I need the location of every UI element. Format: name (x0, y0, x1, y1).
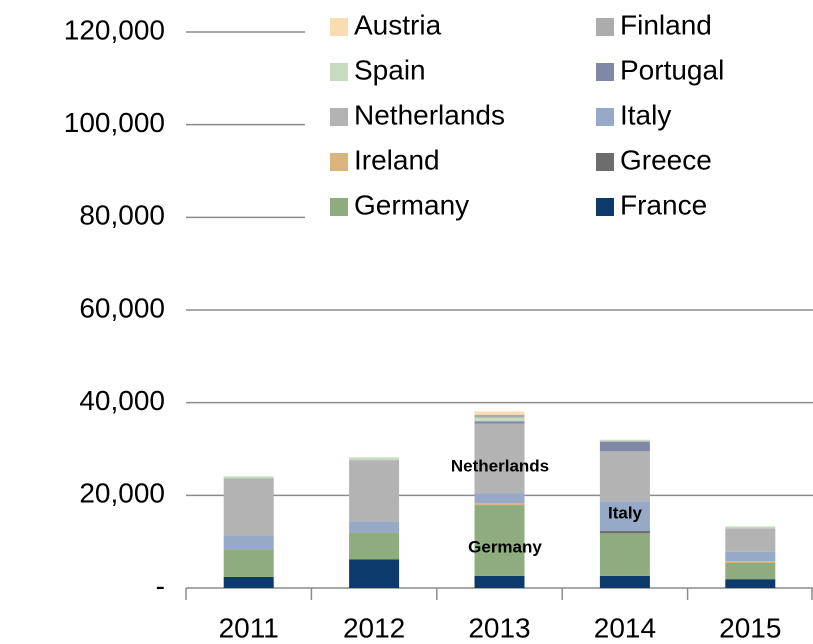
legend-label: Ireland (354, 144, 440, 175)
legend-swatch (330, 18, 348, 36)
bar-segment (725, 561, 776, 563)
bar-segment (474, 417, 525, 422)
legend-swatch (330, 198, 348, 216)
y-tick-label: 20,000 (79, 478, 165, 509)
y-tick-label: 80,000 (79, 200, 165, 231)
bar-segment (474, 411, 525, 415)
bar-segment (223, 550, 274, 577)
bar-segment (349, 532, 400, 560)
legend-label: France (620, 189, 707, 220)
bar-segment (223, 576, 274, 588)
legend-swatch (330, 63, 348, 81)
annotation: Italy (608, 503, 643, 522)
bar-segment (599, 501, 650, 532)
legend-swatch (596, 153, 614, 171)
bar-segment (223, 476, 274, 479)
x-tick-label: 2011 (219, 612, 279, 643)
bar-segment (725, 526, 776, 529)
x-tick-label: 2015 (719, 612, 781, 643)
bar-segment (474, 493, 525, 504)
bar-segment (725, 562, 776, 580)
legend-swatch (596, 198, 614, 216)
legend-label: Italy (620, 99, 671, 130)
annotation: Germany (468, 537, 542, 556)
bar-segment (599, 441, 650, 452)
bar-segment (349, 559, 400, 588)
bar-segment (474, 503, 525, 506)
bar-segment (599, 533, 650, 576)
legend-swatch (596, 108, 614, 126)
bar-segment (599, 439, 650, 442)
legend-swatch (330, 153, 348, 171)
bar-segment (725, 551, 776, 562)
x-tick-label: 2014 (594, 612, 656, 643)
legend-label: Finland (620, 9, 712, 40)
legend-swatch (596, 63, 614, 81)
bar-segment (725, 528, 776, 552)
legend-label: Austria (354, 9, 442, 40)
bar-segment (599, 575, 650, 588)
annotation: Netherlands (451, 456, 549, 475)
x-tick-label: 2013 (468, 612, 530, 643)
bar-segment (349, 460, 400, 522)
y-tick-label: 60,000 (79, 292, 165, 323)
y-tick-label: 100,000 (64, 107, 165, 138)
bar-segment (599, 531, 650, 534)
y-tick-label: - (156, 570, 165, 601)
legend-swatch (596, 18, 614, 36)
legend-label: Spain (354, 54, 426, 85)
y-tick-label: 120,000 (64, 14, 165, 45)
legend-label: Greece (620, 144, 712, 175)
legend-label: Netherlands (354, 99, 505, 130)
bar-segment (349, 457, 400, 461)
bar-segment (223, 478, 274, 536)
bar-segment (474, 414, 525, 418)
legend-swatch (330, 108, 348, 126)
bar-segment (725, 579, 776, 588)
legend-bg (305, 0, 813, 232)
bar-segment (349, 521, 400, 533)
legend-label: Portugal (620, 54, 724, 85)
x-tick-label: 2012 (343, 612, 405, 643)
legend-label: Germany (354, 189, 469, 220)
bar-segment (474, 505, 525, 576)
bar-segment (599, 451, 650, 502)
bar-segment (474, 421, 525, 424)
bar-segment (223, 535, 274, 551)
y-tick-label: 40,000 (79, 385, 165, 416)
bar-segment (474, 575, 525, 588)
bar-segment (474, 423, 525, 494)
